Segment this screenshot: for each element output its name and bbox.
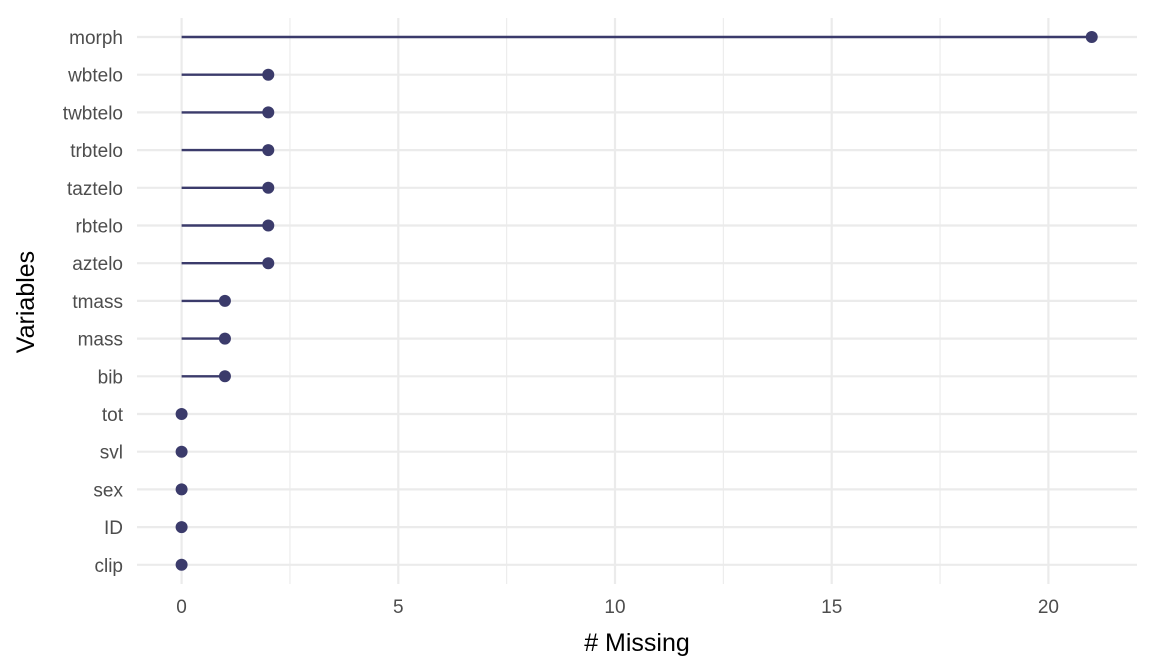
x-tick-label: 5 [393,597,404,618]
y-tick-label: tmass [72,292,123,313]
y-tick-label: rbtelo [75,217,123,238]
lollipop-point [175,408,188,420]
y-tick-label: bib [98,367,123,388]
lollipop-point [175,483,188,496]
x-tick-labels: 0 5 10 15 20 [176,597,1059,618]
x-tick-label: 20 [1038,597,1059,618]
lollipop-point [218,370,231,383]
lollipop-point [175,445,188,458]
y-tick-label: aztelo [72,254,123,275]
y-tick-label: sex [93,480,123,501]
y-tick-label: taztelo [67,179,123,200]
x-tick-label: 15 [821,597,842,618]
x-tick-label: 0 [176,597,187,618]
y-tick-label: tot [102,405,124,426]
grid-lines [137,18,1137,584]
lollipop-point [262,219,275,232]
lollipop-point [218,332,231,345]
lollipop-point [262,106,275,119]
y-tick-label: twbtelo [63,103,123,124]
lollipop-point [1085,31,1098,43]
lollipop-point [262,68,275,81]
y-tick-label: wbtelo [67,66,123,87]
y-tick-label: trbtelo [70,141,123,162]
x-tick-label: 10 [604,597,625,618]
y-tick-label: clip [94,556,123,577]
y-tick-labels: morph wbtelo twbtelo trbtelo taztelo rbtelo az… [63,28,124,577]
lollipop-marks [175,31,1098,571]
y-tick-label: morph [69,28,123,49]
y-tick-label: svl [100,443,123,464]
y-axis-title: Variables [12,251,40,353]
lollipop-point [218,294,231,307]
lollipop-point [175,558,188,571]
lollipop-point [262,257,275,270]
x-axis-title: # Missing [584,629,690,657]
lollipop-point [262,144,275,157]
y-tick-label: ID [104,518,123,539]
lollipop-point [262,181,275,194]
lollipop-point [175,521,188,534]
y-tick-label: mass [78,330,123,351]
